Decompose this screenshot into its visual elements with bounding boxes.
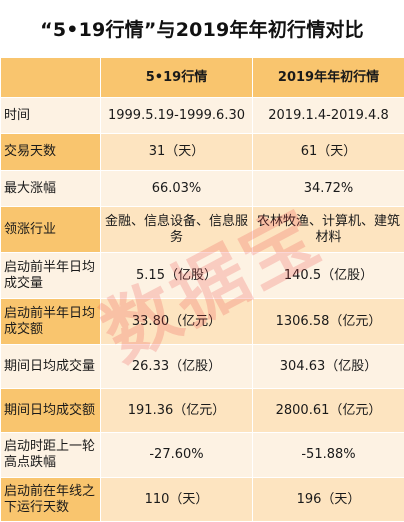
row-label: 期间日均成交量 (1, 345, 101, 389)
row-value-519: 金融、信息设备、信息服务 (101, 207, 253, 253)
row-value-2019: 61（天） (253, 134, 404, 171)
row-value-519: 66.03% (101, 171, 253, 207)
row-value-519: 1999.5.19-1999.6.30 (101, 98, 253, 134)
table-row: 启动前半年日均成交量 5.15（亿股） 140.5（亿股） (1, 253, 404, 299)
row-label: 最大涨幅 (1, 171, 101, 207)
row-value-2019: -51.88% (253, 433, 404, 478)
row-value-2019: 2800.61（亿元） (253, 389, 404, 433)
row-value-2019: 2019.1.4-2019.4.8 (253, 98, 404, 134)
row-value-2019: 34.72% (253, 171, 404, 207)
row-value-519: 110（天） (101, 478, 253, 522)
row-value-519: 33.80（亿元） (101, 299, 253, 345)
row-label: 交易天数 (1, 134, 101, 171)
row-value-2019: 304.63（亿股） (253, 345, 404, 389)
header-col-519: 5•19行情 (101, 58, 253, 98)
row-value-519: 5.15（亿股） (101, 253, 253, 299)
row-label: 时间 (1, 98, 101, 134)
row-label: 期间日均成交额 (1, 389, 101, 433)
row-value-2019: 140.5（亿股） (253, 253, 404, 299)
row-value-2019: 1306.58（亿元） (253, 299, 404, 345)
comparison-table: 5•19行情 2019年年初行情 时间 1999.5.19-1999.6.30 … (0, 57, 404, 522)
header-col-2019: 2019年年初行情 (253, 58, 404, 98)
header-row: 5•19行情 2019年年初行情 (1, 58, 404, 98)
row-value-2019: 农林牧渔、计算机、建筑材料 (253, 207, 404, 253)
row-value-2019: 196（天） (253, 478, 404, 522)
row-value-519: 191.36（亿元） (101, 389, 253, 433)
table-row: 交易天数 31（天） 61（天） (1, 134, 404, 171)
table-row: 领涨行业 金融、信息设备、信息服务 农林牧渔、计算机、建筑材料 (1, 207, 404, 253)
row-value-519: 31（天） (101, 134, 253, 171)
header-corner (1, 58, 101, 98)
page-title: “5•19行情”与2019年年初行情对比 (0, 0, 404, 56)
table-row: 启动前半年日均成交额 33.80（亿元） 1306.58（亿元） (1, 299, 404, 345)
row-label: 启动前半年日均成交额 (1, 299, 101, 345)
row-value-519: -27.60% (101, 433, 253, 478)
row-label: 启动前在年线之下运行天数 (1, 478, 101, 522)
table-row: 最大涨幅 66.03% 34.72% (1, 171, 404, 207)
row-value-519: 26.33（亿股） (101, 345, 253, 389)
row-label: 领涨行业 (1, 207, 101, 253)
table-row: 启动时距上一轮高点跌幅 -27.60% -51.88% (1, 433, 404, 478)
table-row: 期间日均成交量 26.33（亿股） 304.63（亿股） (1, 345, 404, 389)
row-label: 启动时距上一轮高点跌幅 (1, 433, 101, 478)
table-row: 启动前在年线之下运行天数 110（天） 196（天） (1, 478, 404, 522)
row-label: 启动前半年日均成交量 (1, 253, 101, 299)
table-row: 期间日均成交额 191.36（亿元） 2800.61（亿元） (1, 389, 404, 433)
table-row: 时间 1999.5.19-1999.6.30 2019.1.4-2019.4.8 (1, 98, 404, 134)
